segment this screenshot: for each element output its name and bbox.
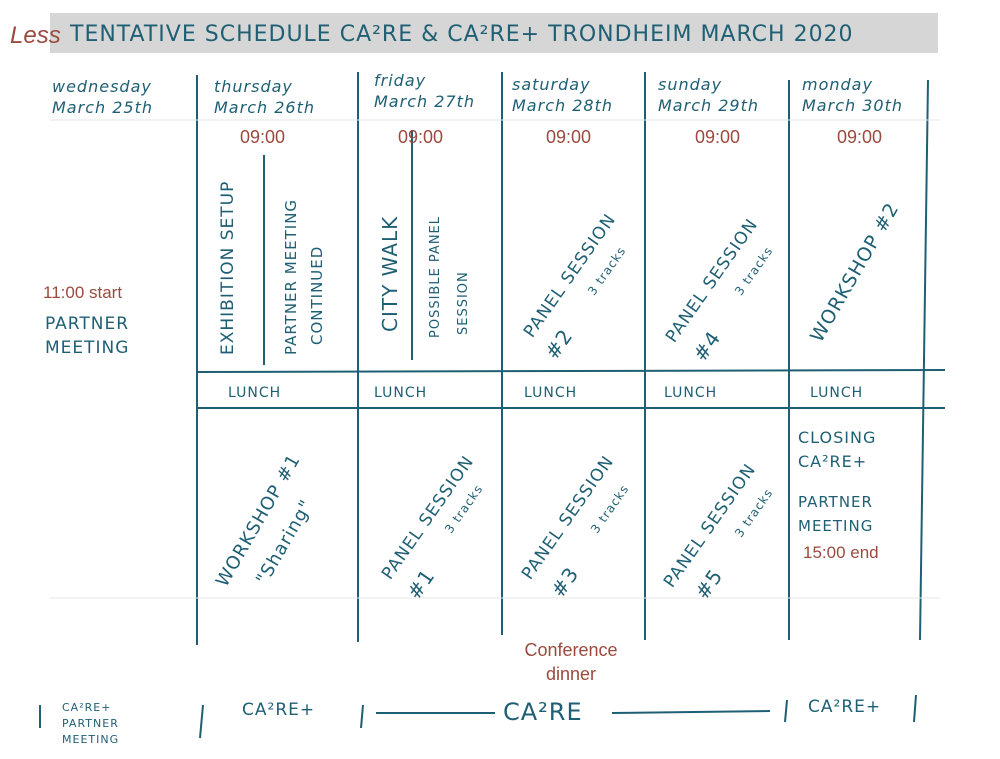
less-link[interactable]: Less [10,22,61,49]
title-bar [50,13,938,53]
footer-monday: CA²RE+ [808,697,882,717]
lunch-sunday: LUNCH [664,385,718,401]
closing-partner-meeting: PARTNER MEETING [798,493,874,535]
exhibition-setup: EXHIBITION SETUP [218,180,238,355]
day-header-wednesday: wednesday March 25th [52,77,153,117]
time-thursday: 09:00 [240,127,286,147]
wednesday-partner-meeting: PARTNER MEETING [45,314,130,358]
possible-panel-session-2: SESSION [456,271,471,335]
partner-meeting-continued-1: PARTNER MEETING [282,198,300,355]
wednesday-start-time: 11:00 start [43,283,123,302]
city-walk: CITY WALK [378,215,402,332]
lunch-saturday: LUNCH [524,385,578,401]
conference-dinner: Conference dinner [524,640,618,684]
lunch-monday: LUNCH [810,385,864,401]
footer-thursday: CA²RE+ [242,700,316,720]
monday-end-time: 15:00 end [803,543,879,562]
closing-care-plus: CLOSING CA²RE+ [798,428,877,471]
day-header-sunday: sunday March 29th [658,75,759,115]
partner-meeting-continued-2: CONTINUED [308,245,326,345]
time-monday: 09:00 [837,127,883,147]
time-friday: 09:00 [398,127,444,147]
day-header-thursday: thursday March 26th [214,77,315,117]
footer-wednesday: CA²RE+ PARTNER MEETING [62,701,120,746]
day-header-saturday: saturday March 28th [512,75,613,115]
page-title: TENTATIVE SCHEDULE CA²RE & CA²RE+ TRONDH… [70,22,854,47]
day-header-monday: monday March 30th [802,75,903,115]
time-saturday: 09:00 [546,127,592,147]
footer-main-conference: CA²RE [503,698,583,726]
day-header-friday: friday March 27th [374,71,475,111]
possible-panel-session-1: POSSIBLE PANEL [428,216,443,338]
lunch-friday: LUNCH [374,385,428,401]
lunch-thursday: LUNCH [228,385,282,401]
time-sunday: 09:00 [695,127,741,147]
